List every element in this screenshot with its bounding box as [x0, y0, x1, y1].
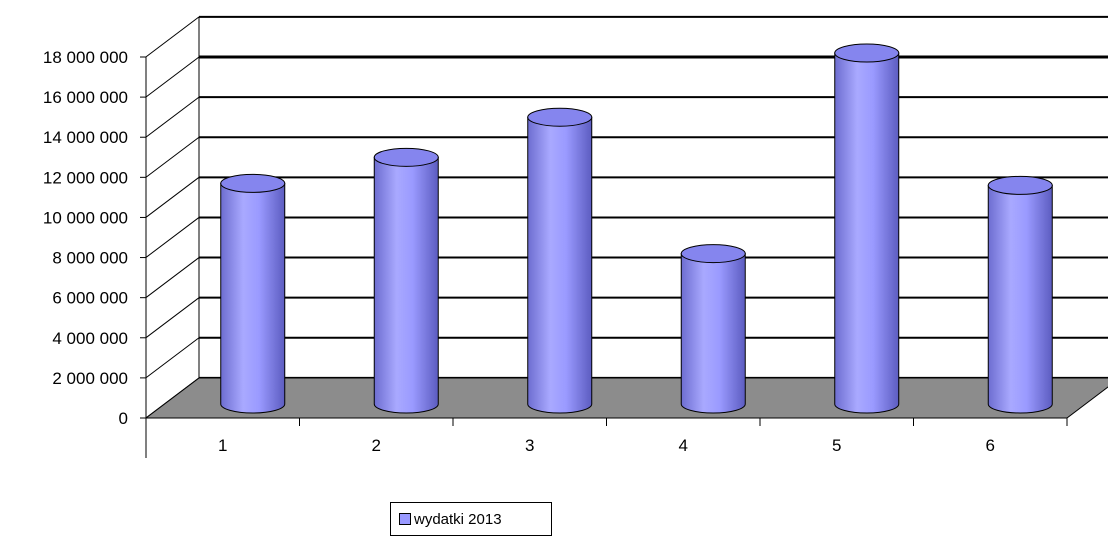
side-gridline — [145, 56, 200, 98]
bar — [987, 175, 1053, 414]
x-tick-label: 3 — [525, 436, 534, 455]
bar-body — [834, 52, 900, 414]
floor-plane — [144, 377, 1108, 419]
y-tick-label: 2 000 000 — [52, 369, 128, 388]
bars — [220, 43, 1053, 414]
bar-top — [527, 107, 593, 127]
y-tick-label: 0 — [119, 409, 128, 428]
x-tick-label: 6 — [986, 436, 995, 455]
y-axis: 0 2 000 000 4 000 000 6 000 000 8 000 000 10 … — [43, 48, 147, 428]
bar-top — [680, 244, 746, 264]
legend-swatch — [399, 513, 411, 525]
x-tick-label: 4 — [679, 436, 688, 455]
x-tick-label: 1 — [218, 436, 227, 455]
bar-body — [987, 184, 1053, 414]
side-gridline — [145, 96, 200, 138]
x-axis: 1 2 3 4 5 6 — [145, 417, 1068, 455]
side-gridline — [145, 176, 200, 218]
y-tick-label: 14 000 000 — [43, 128, 128, 147]
bar — [527, 107, 593, 414]
legend-label: wydatki 2013 — [414, 510, 502, 528]
bar-top — [373, 147, 439, 167]
x-tick-label: 5 — [832, 436, 841, 455]
chart-floor — [144, 377, 1108, 419]
bar — [220, 173, 286, 414]
bar-body — [373, 156, 439, 414]
gridlines — [145, 55, 1108, 419]
y-tick-label: 18 000 000 — [43, 48, 128, 67]
y-tick-label: 10 000 000 — [43, 208, 128, 227]
side-wall-top — [145, 16, 200, 58]
bar-body — [527, 116, 593, 414]
bar-top — [220, 173, 286, 193]
x-tick-label: 2 — [372, 436, 381, 455]
bar — [834, 43, 900, 414]
side-gridline — [145, 337, 200, 379]
side-gridline — [145, 297, 200, 339]
bar — [680, 244, 746, 414]
side-gridline — [145, 217, 200, 258]
y-tick-label: 4 000 000 — [52, 329, 128, 348]
bar-body — [220, 182, 286, 414]
y-tick-label: 8 000 000 — [52, 249, 128, 268]
y-tick-label: 16 000 000 — [43, 88, 128, 107]
bar — [373, 147, 439, 414]
y-tick-label: 6 000 000 — [52, 289, 128, 308]
side-gridline — [145, 136, 200, 178]
side-gridline — [145, 257, 200, 298]
bar-top — [834, 43, 900, 63]
y-tick-label: 12 000 000 — [43, 168, 128, 187]
bar-body — [680, 253, 746, 414]
bar-top — [987, 175, 1053, 195]
legend: wydatki 2013 — [390, 502, 552, 536]
